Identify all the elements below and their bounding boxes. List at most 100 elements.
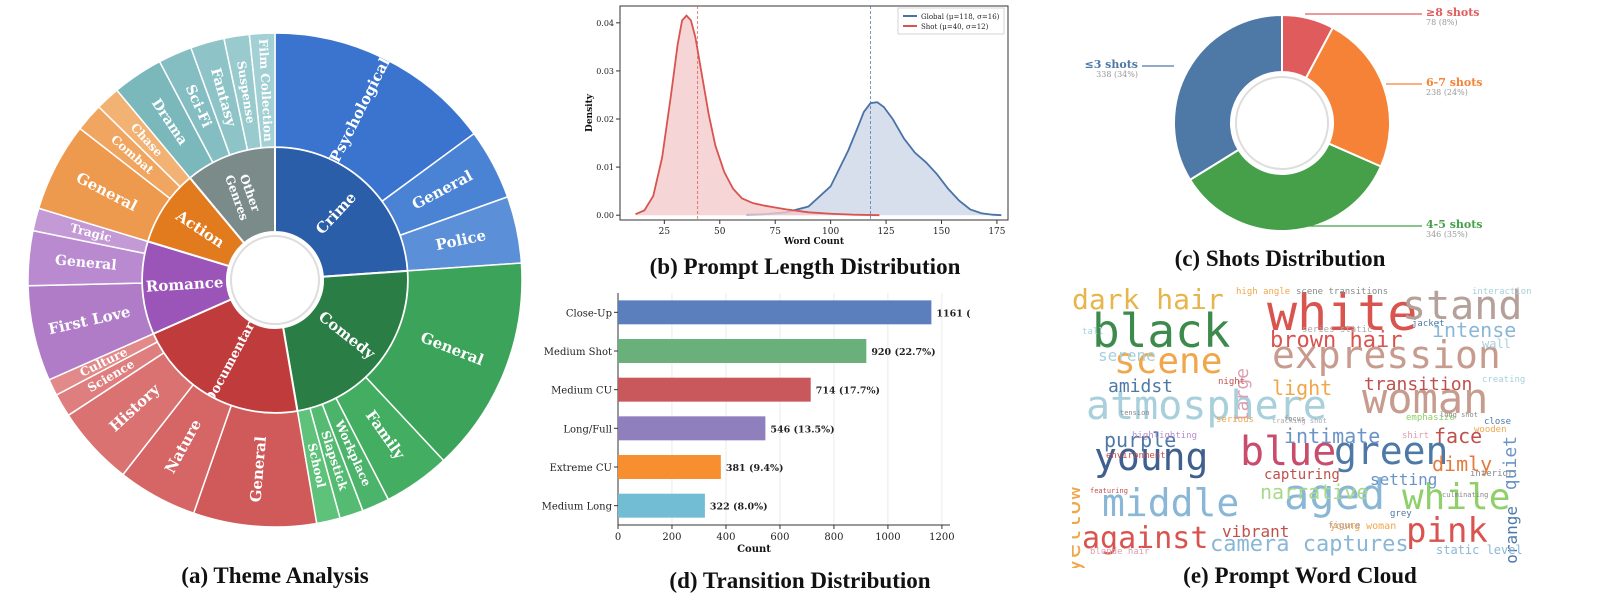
- cloud-word: intense: [1432, 318, 1517, 342]
- series-line-0: [746, 101, 1002, 217]
- y-tick-label: 0.04: [596, 19, 614, 28]
- category-label-long-full: Long/Full: [563, 424, 612, 435]
- cloud-word: atmosphere: [1086, 383, 1327, 429]
- legend: Global (μ=118, σ=16) Shot (μ=40, σ=12): [897, 7, 1005, 35]
- cloud-word: against: [1082, 521, 1209, 556]
- caption-theme-analysis: (a) Theme Analysis: [181, 563, 369, 588]
- plot-frame: [619, 5, 1009, 221]
- cloud-word: scene: [1114, 341, 1223, 382]
- donut-sublabel-4-5-shots: 346 (35%): [1426, 230, 1468, 239]
- cloud-word: interaction: [1472, 287, 1532, 297]
- cloud-word: highlighting: [1132, 431, 1198, 441]
- cloud-word: amidst: [1108, 376, 1174, 397]
- cloud-word: wooden: [1474, 425, 1507, 435]
- cloud-word: light: [1272, 376, 1333, 400]
- outer-segment-other-genres-film-collection: [248, 32, 276, 149]
- cloud-word: blonde hair: [1090, 547, 1150, 557]
- cloud-word: blue: [1240, 429, 1337, 475]
- cloud-word: purple: [1104, 428, 1177, 452]
- donut-label-3-shots: ≤3 shots: [1084, 58, 1138, 71]
- caption-transition-distribution: (d) Transition Distribution: [669, 568, 931, 593]
- y-axis-label: Density: [585, 93, 595, 132]
- y-tick-label: 0.03: [596, 67, 614, 76]
- center-hole: [227, 232, 323, 328]
- donut-label-4-5-shots: 4-5 shots: [1426, 218, 1483, 231]
- cloud-word: dark hair: [1072, 286, 1224, 316]
- cloud-word: expression: [1272, 333, 1501, 377]
- y-tick-label: 0.02: [596, 115, 614, 124]
- outer-segment-crime-psychological: [274, 32, 476, 203]
- legend-label-0: Global (μ=118, σ=16): [921, 13, 1000, 21]
- donut-sublabel-8-shots: 78 (8%): [1426, 18, 1458, 27]
- cloud-word: camera captures: [1210, 532, 1409, 557]
- series-line-1: [635, 14, 880, 217]
- cloud-word: woman: [1362, 374, 1489, 423]
- donut-sublabel-3-shots: 338 (34%): [1096, 70, 1138, 79]
- value-label-long-full: 546 (13.5%): [770, 424, 834, 435]
- cloud-word: black: [1092, 304, 1231, 358]
- cloud-word: stand: [1402, 286, 1523, 329]
- cloud-word: interior: [1470, 469, 1514, 479]
- x-tick-label: 175: [988, 227, 1005, 237]
- cloud-word: narrative: [1260, 480, 1369, 504]
- cloud-word: aged: [1284, 470, 1386, 519]
- x-axis-label: Count: [737, 544, 771, 555]
- outer-label-other-genres-film-collection: Film Collection: [256, 38, 275, 142]
- cloud-word: culminating: [1442, 491, 1489, 499]
- x-tick-label: 100: [822, 227, 839, 237]
- x-tick-label: 600: [770, 532, 789, 543]
- donut-sublabel-6-7-shots: 238 (24%): [1426, 88, 1468, 97]
- cloud-word: featuring: [1090, 487, 1128, 495]
- cloud-word: while: [1402, 477, 1511, 518]
- cloud-word: environment: [1106, 451, 1166, 461]
- series-area-0: [746, 102, 1002, 216]
- bar-medium-shot: [618, 339, 867, 363]
- category-label-medium-long: Medium Long: [542, 502, 613, 513]
- cloud-word: high angle: [1236, 287, 1291, 297]
- value-label-close-up: 1161 (28.7%): [936, 308, 970, 319]
- donut-slice-6-7-shots: [1304, 26, 1391, 168]
- x-tick-label: 1000: [875, 532, 900, 543]
- value-label-medium-long: 322 (8.0%): [710, 502, 768, 513]
- caption-prompt-word-cloud: (e) Prompt Word Cloud: [1183, 563, 1417, 588]
- legend-label-1: Shot (μ=40, σ=12): [921, 23, 989, 31]
- cloud-word: figure: [1328, 521, 1361, 531]
- value-label-medium-shot: 920 (22.7%): [871, 347, 935, 358]
- cloud-word: young: [1094, 435, 1209, 479]
- cloud-word: creating: [1482, 375, 1526, 385]
- bar-close-up: [618, 300, 932, 325]
- transition-bar-chart: 0 200 400 600 800 1000 1200 Count Close-Up 1161 (…: [542, 293, 970, 555]
- x-tick-label: 200: [662, 532, 681, 543]
- value-label-extreme-cu: 381 (9.4%): [726, 463, 784, 474]
- cloud-word: pink: [1406, 511, 1488, 551]
- center-ring: [230, 235, 320, 325]
- bar-medium-long: [618, 493, 705, 518]
- prompt-word-cloud: white black stand expression atmosphere woman…: [1072, 286, 1582, 568]
- cloud-word: tracking shot: [1272, 417, 1327, 425]
- x-tick-label: 0: [615, 532, 621, 543]
- x-tick-label: 125: [877, 227, 894, 237]
- category-label-medium-shot: Medium Shot: [544, 347, 612, 358]
- x-tick-label: 400: [716, 532, 735, 543]
- inner-label-romance: Romance: [145, 273, 224, 296]
- cloud-word: middle: [1102, 481, 1240, 525]
- cloud-word: serene: [1098, 346, 1156, 365]
- x-tick-label: 800: [824, 532, 843, 543]
- cloud-word: grey: [1390, 509, 1412, 519]
- x-tick-label: 25: [659, 227, 671, 237]
- cloud-word: focus: [1284, 415, 1306, 423]
- category-label-close-up: Close-Up: [566, 308, 612, 319]
- cloud-word: camera: [1072, 518, 1075, 562]
- value-label-medium-cu: 714 (17.7%): [816, 386, 880, 397]
- cloud-word: long shot: [1440, 411, 1478, 419]
- y-tick-label: 0.00: [596, 211, 614, 220]
- caption-prompt-length: (b) Prompt Length Distribution: [649, 254, 961, 279]
- x-tick-label: 150: [933, 227, 950, 237]
- prompt-length-chart: 25 50 75 100 125 150 175 0.00 0.01 0.02 0.03 0.04 Wo…: [585, 5, 1009, 247]
- x-tick-label: 75: [769, 227, 781, 237]
- caption-shots-distribution: (c) Shots Distribution: [1174, 246, 1386, 271]
- cloud-word: series static: [1302, 325, 1373, 335]
- cloud-word: emphasize: [1406, 413, 1455, 423]
